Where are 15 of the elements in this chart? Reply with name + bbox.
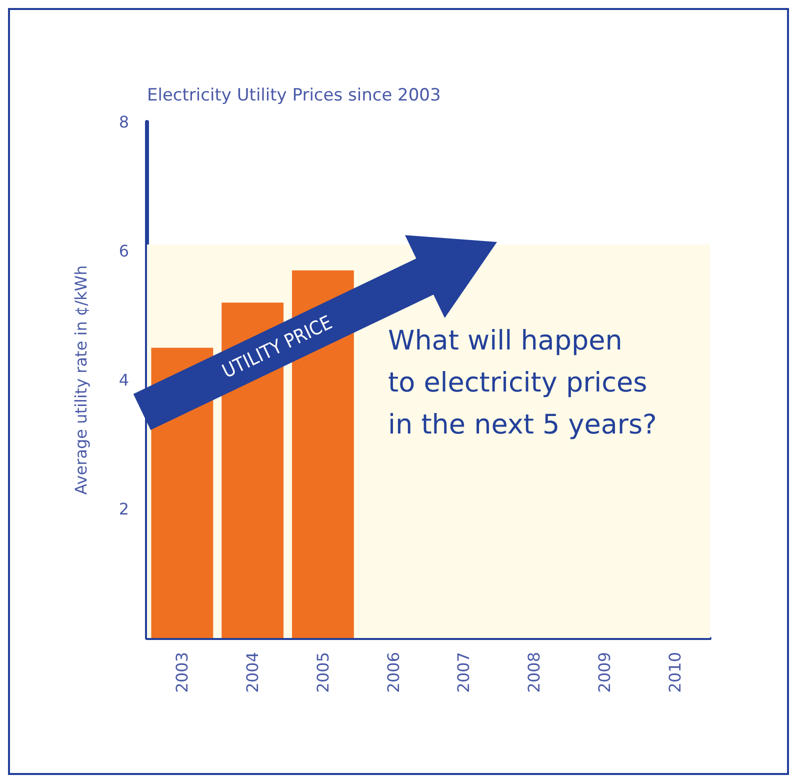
y-axis-title: Average utility rate in ¢/kWh — [72, 265, 90, 495]
y-tick-label: 4 — [118, 370, 129, 390]
annotation: What will happen to electricity prices in the next 5 years? — [388, 326, 657, 440]
x-tick-label: 2006 — [384, 652, 403, 693]
y-tick-label: 6 — [118, 242, 129, 260]
y-tick-label: 8 — [118, 112, 129, 132]
x-tick-label: 2008 — [524, 652, 544, 693]
x-tick-label: 2004 — [243, 652, 262, 693]
x-tick-label: 2005 — [313, 652, 332, 693]
x-tick-label: 2009 — [594, 652, 614, 693]
y-tick-label: 2 — [118, 500, 129, 518]
x-tick-label: 2010 — [665, 652, 684, 693]
chart-title: Electricity Utility Prices since 2003 — [147, 86, 441, 106]
x-tick-label: 2007 — [454, 652, 474, 693]
x-tick-label: 2003 — [172, 652, 192, 693]
